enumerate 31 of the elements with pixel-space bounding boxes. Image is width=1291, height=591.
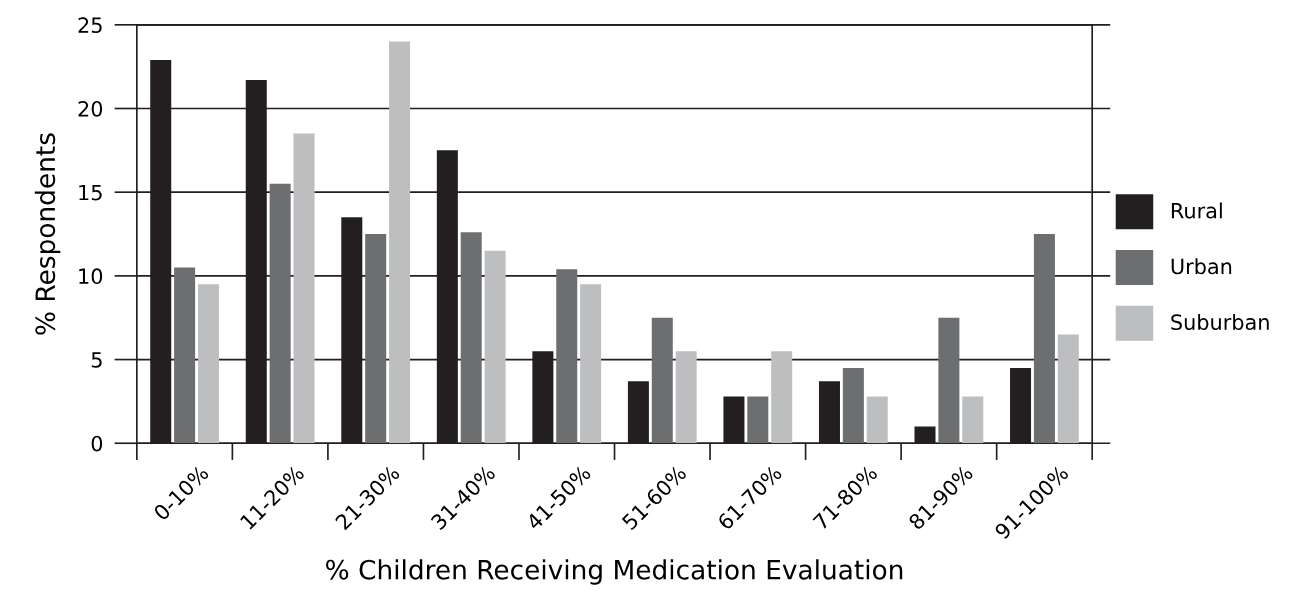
bar: [842, 367, 864, 444]
bar: [1033, 234, 1055, 444]
bar: [747, 396, 769, 444]
y-tick-label: 20: [78, 100, 103, 117]
legend-label: Rural: [1171, 202, 1222, 219]
bar: [675, 351, 697, 444]
bar: [174, 267, 196, 444]
bar: [389, 41, 411, 444]
y-tick-label: 0: [91, 435, 103, 452]
bar: [556, 269, 578, 444]
legend-label: Suburban: [1171, 313, 1269, 331]
bar: [365, 234, 387, 444]
bar: [580, 284, 602, 444]
bar: [293, 133, 315, 444]
bar: [938, 317, 960, 444]
x-axis-title: % Children Receiving Medication Evaluation: [326, 559, 903, 585]
bar: [197, 284, 220, 444]
bar: [651, 317, 673, 444]
bar: [771, 351, 793, 444]
y-axis-title: % Respondents: [34, 133, 61, 335]
bar: [962, 396, 984, 444]
bar: [1057, 334, 1079, 444]
y-tick-label: 15: [79, 184, 102, 201]
legend-label: Urban: [1171, 258, 1232, 275]
bar: [484, 250, 506, 444]
y-tick-label: 25: [78, 17, 102, 34]
y-tick-label: 5: [91, 352, 102, 368]
bar: [269, 183, 291, 444]
y-tick-label: 10: [79, 268, 103, 285]
bar: [866, 396, 888, 444]
bar: [460, 232, 482, 444]
